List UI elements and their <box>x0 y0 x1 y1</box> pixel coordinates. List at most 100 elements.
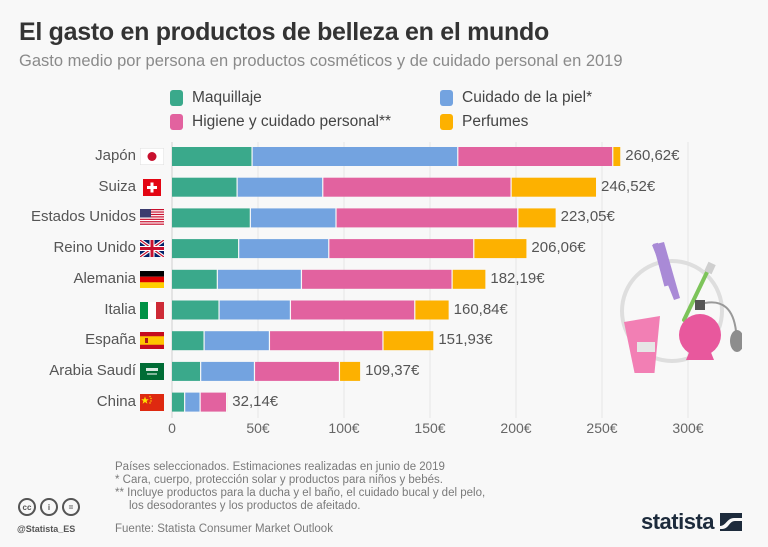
bar-segment <box>172 208 250 228</box>
bar-segment <box>511 177 597 197</box>
bar-segment <box>172 147 252 166</box>
social-handle[interactable]: @Statista_ES <box>17 524 76 534</box>
total-value-label: 223,05€ <box>560 208 615 226</box>
category-label: Japón <box>95 147 136 164</box>
legend-label: Maquillaje <box>192 89 262 106</box>
legend-label: Higiene y cuidado personal** <box>192 113 392 130</box>
illustration-circle <box>620 259 724 363</box>
bar-segment <box>340 361 361 381</box>
category-label: Arabia Saudí <box>49 361 136 379</box>
chart-subtitle: Gasto medio por persona en productos cos… <box>19 52 623 70</box>
category-label: China <box>96 392 136 410</box>
bar-segment <box>239 239 329 259</box>
bar-segment <box>172 361 201 381</box>
bar-segment <box>329 239 474 259</box>
bar-segment <box>204 331 269 351</box>
bar-segment <box>201 361 254 381</box>
saudi-arabia-flag-icon <box>140 362 164 380</box>
usa-flag-icon <box>140 209 164 227</box>
attribution-icon[interactable]: i <box>40 498 58 516</box>
bar-segment <box>458 147 613 166</box>
bar-segment <box>172 331 204 351</box>
footnote: ** Incluye productos para la ducha y el … <box>115 487 486 499</box>
category-label: España <box>85 331 136 349</box>
legend-item: Higiene y cuidado personal** <box>170 113 391 131</box>
bar-segment <box>200 392 227 412</box>
x-tick-label: 200€ <box>500 420 532 436</box>
total-value-label: 206,06€ <box>531 239 586 257</box>
category-label: Italia <box>104 300 136 318</box>
beauty-products-illustration <box>620 242 742 373</box>
total-value-label: 109,37€ <box>365 361 420 379</box>
chart-title: El gasto en productos de belleza en el m… <box>19 18 549 46</box>
bar-segment <box>255 361 339 381</box>
bar-segment <box>518 208 556 228</box>
bar-segment <box>323 177 511 197</box>
bar-segment <box>217 269 301 289</box>
legend-item: Maquillaje <box>170 89 262 107</box>
source-note: Fuente: Statista Consumer Market Outlook <box>115 523 333 535</box>
legend-item: Cuidado de la piel* <box>440 89 592 107</box>
bar-segment <box>219 300 290 320</box>
legend-label: Perfumes <box>462 113 529 130</box>
footnote: * Cara, cuerpo, protección solar y produ… <box>115 474 443 486</box>
bar-segment <box>270 331 383 351</box>
legend-swatch <box>440 114 453 130</box>
toothbrush-icon <box>682 261 716 322</box>
switzerland-flag-icon <box>143 178 161 196</box>
total-value-label: 32,14€ <box>232 392 279 410</box>
bar-segment <box>250 208 336 228</box>
bar-segment <box>291 300 415 320</box>
bar-segment <box>237 177 323 197</box>
footnotes: Países seleccionados. Estimaciones reali… <box>115 461 485 513</box>
legend-swatch <box>440 90 453 106</box>
license-icons: cc i = <box>18 498 80 516</box>
category-label: Alemania <box>73 269 136 287</box>
legend-label: Cuidado de la piel* <box>462 89 593 106</box>
total-value-label: 182,19€ <box>490 269 545 287</box>
total-value-label: 260,62€ <box>625 147 680 164</box>
statista-logo-icon <box>720 513 743 531</box>
china-flag-icon <box>140 393 164 411</box>
legend-swatch <box>170 90 183 106</box>
total-value-label: 151,93€ <box>438 331 493 349</box>
total-value-label: 160,84€ <box>453 300 508 318</box>
bar-segment <box>302 269 452 289</box>
bar-segment <box>185 392 200 412</box>
bar-segment <box>336 208 518 228</box>
bar-segment <box>415 300 449 320</box>
perfume-bottle-icon <box>679 300 742 360</box>
no-derivatives-icon[interactable]: = <box>62 498 80 516</box>
category-label: Estados Unidos <box>30 208 136 226</box>
italy-flag-icon <box>140 301 164 319</box>
x-tick-label: 150€ <box>414 420 446 436</box>
bar-segment <box>172 177 237 197</box>
legend-item: Perfumes <box>440 113 528 131</box>
footnote: Países seleccionados. Estimaciones reali… <box>115 461 445 473</box>
legend-swatch <box>170 114 183 130</box>
category-label: Suiza <box>98 177 136 195</box>
creative-commons-icon[interactable]: cc <box>18 498 36 516</box>
bar-segment <box>474 239 527 259</box>
bar-segment <box>613 147 621 166</box>
bar-segment <box>172 269 217 289</box>
x-tick-label: 50€ <box>246 420 270 436</box>
bar-segment <box>172 392 185 412</box>
footnote: los desodorantes y los productos de afei… <box>129 500 361 512</box>
germany-flag-icon <box>140 270 164 288</box>
category-label: Reino Unido <box>53 239 136 257</box>
total-value-label: 246,52€ <box>601 177 656 195</box>
cream-tube-icon <box>624 316 660 373</box>
statista-logo[interactable]: statista <box>641 509 743 535</box>
bar-segment <box>252 147 458 166</box>
bar-segment <box>172 300 219 320</box>
japan-flag-icon <box>140 148 164 165</box>
comb-icon <box>652 242 680 300</box>
bar-segment <box>452 269 486 289</box>
uk-flag-icon <box>140 240 164 258</box>
x-tick-label: 100€ <box>328 420 360 436</box>
spain-flag-icon <box>140 332 164 350</box>
bar-segment <box>172 239 239 259</box>
logo-text: statista <box>641 509 715 534</box>
bar-segment <box>383 331 434 351</box>
